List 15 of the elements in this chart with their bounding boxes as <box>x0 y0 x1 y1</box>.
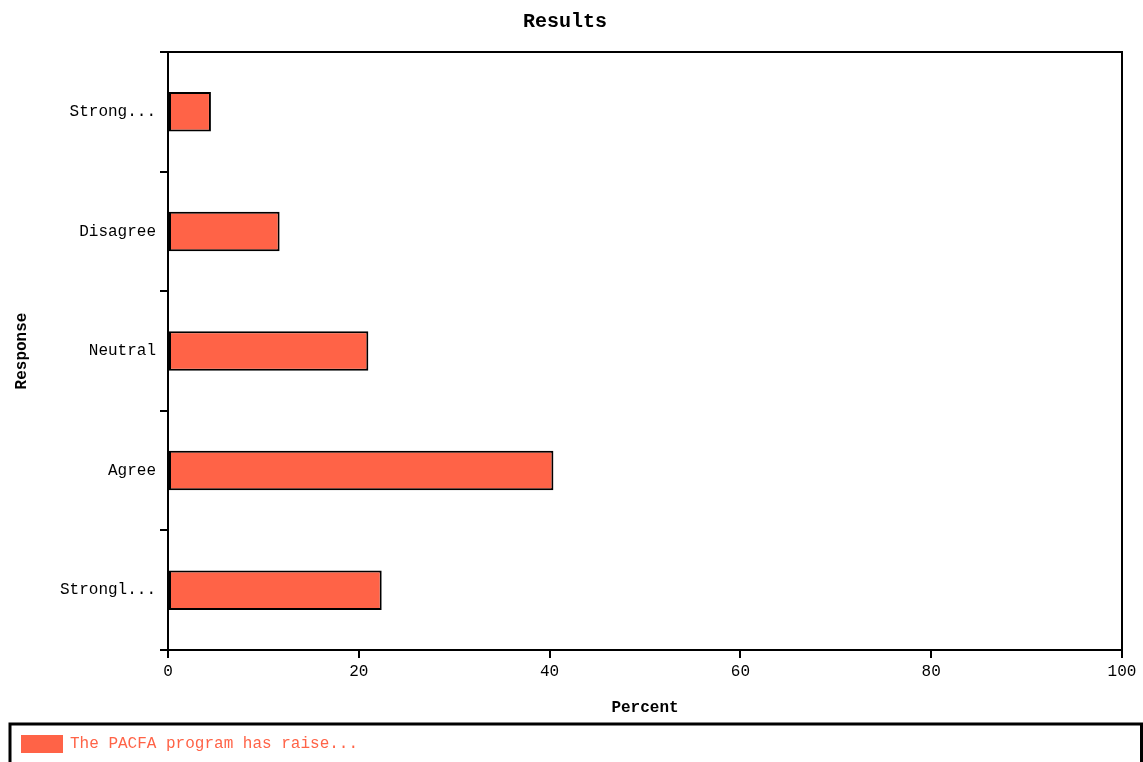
x-axis-title: Percent <box>611 699 679 718</box>
x-tick-label: 40 <box>540 662 560 681</box>
y-axis-title: Response <box>12 312 31 390</box>
x-tick-label: 60 <box>730 662 750 681</box>
legend-label: The PACFA program has raise... <box>70 735 359 754</box>
y-tick-label: Strongl... <box>59 581 156 600</box>
x-tick-label: 0 <box>163 662 173 681</box>
x-tick-label: 20 <box>349 662 369 681</box>
chart-title: Results <box>522 10 608 34</box>
y-tick-label: Agree <box>107 461 156 480</box>
x-tick-label: 80 <box>921 662 941 681</box>
y-tick-label: Strong... <box>69 103 156 122</box>
y-tick-label: Neutral <box>88 342 156 361</box>
x-tick-label: 100 <box>1107 662 1137 681</box>
y-tick-label: Disagree <box>79 222 156 241</box>
